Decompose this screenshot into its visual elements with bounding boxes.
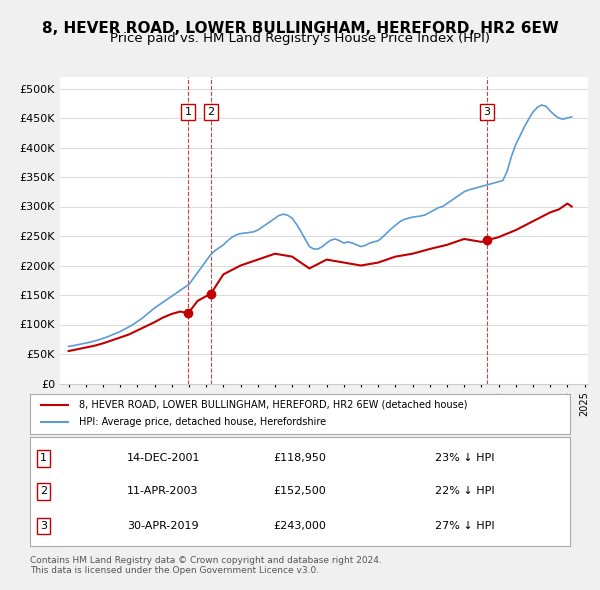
Text: 3: 3	[40, 521, 47, 531]
Text: This data is licensed under the Open Government Licence v3.0.: This data is licensed under the Open Gov…	[30, 566, 319, 575]
Text: 11-APR-2003: 11-APR-2003	[127, 486, 199, 496]
Text: 23% ↓ HPI: 23% ↓ HPI	[435, 454, 494, 463]
Text: £118,950: £118,950	[273, 454, 326, 463]
Text: 30-APR-2019: 30-APR-2019	[127, 521, 199, 531]
Text: 22% ↓ HPI: 22% ↓ HPI	[435, 486, 494, 496]
Text: Contains HM Land Registry data © Crown copyright and database right 2024.: Contains HM Land Registry data © Crown c…	[30, 556, 382, 565]
Text: 14-DEC-2001: 14-DEC-2001	[127, 454, 200, 463]
Text: 1: 1	[40, 454, 47, 463]
Text: 2: 2	[208, 107, 215, 117]
Text: £243,000: £243,000	[273, 521, 326, 531]
Text: 3: 3	[484, 107, 491, 117]
Text: Price paid vs. HM Land Registry's House Price Index (HPI): Price paid vs. HM Land Registry's House …	[110, 32, 490, 45]
Text: 1: 1	[185, 107, 191, 117]
Text: 8, HEVER ROAD, LOWER BULLINGHAM, HEREFORD, HR2 6EW (detached house): 8, HEVER ROAD, LOWER BULLINGHAM, HEREFOR…	[79, 400, 467, 410]
Text: £152,500: £152,500	[273, 486, 326, 496]
Text: HPI: Average price, detached house, Herefordshire: HPI: Average price, detached house, Here…	[79, 417, 326, 427]
Text: 27% ↓ HPI: 27% ↓ HPI	[435, 521, 494, 531]
Text: 8, HEVER ROAD, LOWER BULLINGHAM, HEREFORD, HR2 6EW: 8, HEVER ROAD, LOWER BULLINGHAM, HEREFOR…	[41, 21, 559, 35]
Text: 2: 2	[40, 486, 47, 496]
